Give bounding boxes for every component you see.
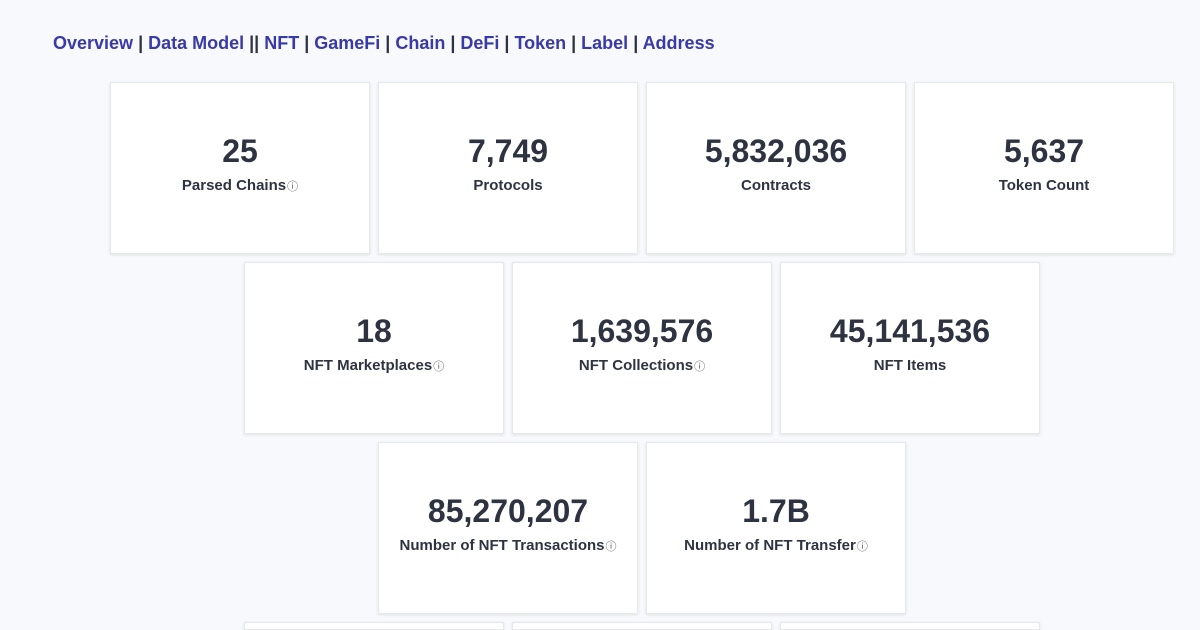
stat-value: 1.7B [742,493,810,529]
nav-address[interactable]: Address [642,33,715,53]
nav-overview[interactable]: Overview [53,33,134,53]
stat-label: NFT Collectionsⓘ [578,357,706,374]
stat-label: Number of NFT Transferⓘ [684,537,868,554]
nav-separator: | [299,33,315,53]
nav-token[interactable]: Token [514,33,567,53]
info-icon[interactable]: ⓘ [287,181,299,193]
stat-card-protocols: 7,749 Protocols [378,82,638,254]
stat-card-token-count: 5,637 Token Count [914,82,1174,254]
nav-defi[interactable]: DeFi [460,33,500,53]
nav-separator: | [499,33,515,53]
nav-separator: | [445,33,461,53]
stat-value: 25 [222,133,258,169]
stat-value: 45,141,536 [829,313,991,349]
stat-card-partial [244,622,504,630]
info-icon[interactable]: ⓘ [433,361,445,373]
nav-gamefi[interactable]: GameFi [314,33,381,53]
stat-value: 7,749 [467,133,549,169]
nav-separator: | [133,33,149,53]
stat-card-nft-marketplaces: 18 NFT Marketplacesⓘ [244,262,504,434]
stat-value: 1,639,576 [570,313,714,349]
info-icon[interactable]: ⓘ [856,541,868,553]
stat-card-contracts: 5,832,036 Contracts [646,82,906,254]
nav-nft[interactable]: NFT [264,33,300,53]
stat-label: NFT Marketplacesⓘ [303,357,445,374]
stat-card-nft-items: 45,141,536 NFT Items [780,262,1040,434]
stat-value: 18 [356,313,392,349]
stat-card-nft-transactions: 85,270,207 Number of NFT Transactionsⓘ [378,442,638,614]
stat-label: Token Count [998,177,1090,194]
stat-card-partial [512,622,772,630]
stat-label: Parsed Chainsⓘ [181,177,299,194]
stat-card-nft-collections: 1,639,576 NFT Collectionsⓘ [512,262,772,434]
stat-label: Contracts [740,177,811,194]
nav-separator: | [628,33,643,53]
info-icon[interactable]: ⓘ [694,361,706,373]
stat-value: 5,832,036 [704,133,848,169]
nav-chain[interactable]: Chain [395,33,446,53]
info-icon[interactable]: ⓘ [605,541,617,553]
nav-label[interactable]: Label [581,33,629,53]
stat-card-partial [780,622,1040,630]
stat-label: Number of NFT Transactionsⓘ [399,537,617,554]
nav-separator: | [380,33,396,53]
stat-value: 85,270,207 [427,493,589,529]
stat-label: Protocols [473,177,543,194]
stat-card-nft-transfer: 1.7B Number of NFT Transferⓘ [646,442,906,614]
stat-value: 5,637 [1003,133,1085,169]
stat-label: NFT Items [873,357,947,374]
nav-separator: || [244,33,265,53]
stat-card-parsed-chains: 25 Parsed Chainsⓘ [110,82,370,254]
top-nav: Overview | Data Model || NFT | GameFi | … [53,33,715,54]
nav-separator: | [566,33,582,53]
nav-data-model[interactable]: Data Model [148,33,245,53]
